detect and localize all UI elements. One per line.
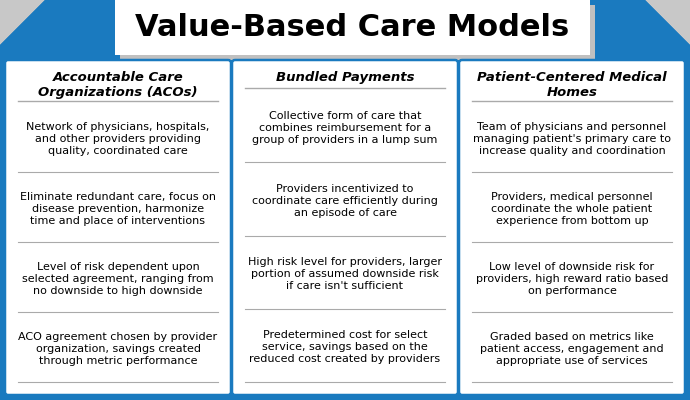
Text: Providers, medical personnel
coordinate the whole patient
experience from bottom: Providers, medical personnel coordinate …: [491, 192, 653, 226]
Text: Patient-Centered Medical
Homes: Patient-Centered Medical Homes: [477, 71, 667, 99]
Text: Team of physicians and personnel
managing patient's primary care to
increase qua: Team of physicians and personnel managin…: [473, 122, 671, 156]
Text: Bundled Payments: Bundled Payments: [276, 71, 414, 84]
Text: Accountable Care
Organizations (ACOs): Accountable Care Organizations (ACOs): [38, 71, 198, 99]
Bar: [115, 0, 590, 55]
Text: Level of risk dependent upon
selected agreement, ranging from
no downside to hig: Level of risk dependent upon selected ag…: [22, 262, 214, 296]
Text: Predetermined cost for select
service, savings based on the
reduced cost created: Predetermined cost for select service, s…: [250, 330, 440, 364]
Text: High risk level for providers, larger
portion of assumed downside risk
if care i: High risk level for providers, larger po…: [248, 257, 442, 291]
FancyBboxPatch shape: [5, 60, 231, 395]
Text: Providers incentivized to
coordinate care efficiently during
an episode of care: Providers incentivized to coordinate car…: [252, 184, 438, 218]
Bar: [120, 5, 595, 60]
Text: Value-Based Care Models: Value-Based Care Models: [135, 13, 570, 42]
FancyBboxPatch shape: [232, 60, 458, 395]
Text: Network of physicians, hospitals,
and other providers providing
quality, coordin: Network of physicians, hospitals, and ot…: [26, 122, 210, 156]
Text: Low level of downside risk for
providers, high reward ratio based
on performance: Low level of downside risk for providers…: [476, 262, 668, 296]
Text: Collective form of care that
combines reimbursement for a
group of providers in : Collective form of care that combines re…: [253, 111, 437, 145]
FancyBboxPatch shape: [459, 60, 685, 395]
Text: Eliminate redundant care, focus on
disease prevention, harmonize
time and place : Eliminate redundant care, focus on disea…: [20, 192, 216, 226]
Text: Graded based on metrics like
patient access, engagement and
appropriate use of s: Graded based on metrics like patient acc…: [480, 332, 664, 366]
Text: ACO agreement chosen by provider
organization, savings created
through metric pe: ACO agreement chosen by provider organiz…: [19, 332, 217, 366]
